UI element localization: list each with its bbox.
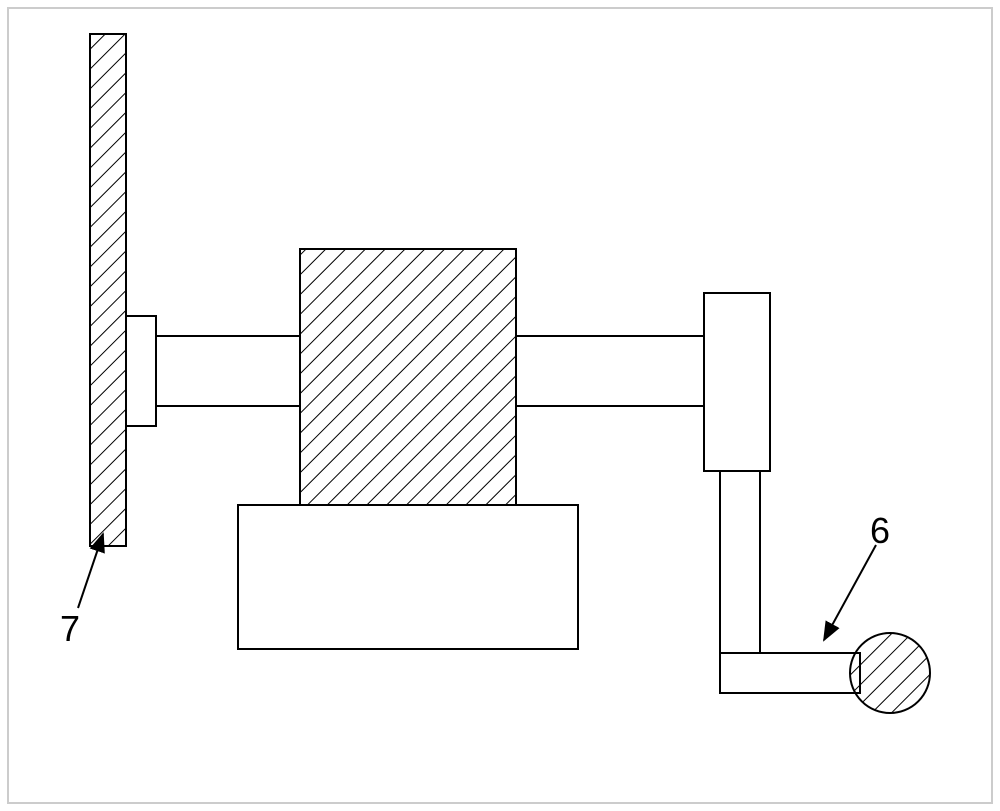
vertical-plate <box>90 34 126 546</box>
left-shaft <box>156 336 300 406</box>
right-shaft <box>516 336 704 406</box>
crank-joint-fill <box>722 655 758 691</box>
base-block <box>238 505 578 649</box>
right-connector <box>704 293 770 471</box>
small-connector <box>126 316 156 426</box>
label-7: 7 <box>60 608 80 650</box>
technical-diagram: 7 6 <box>0 0 1000 811</box>
motor-block <box>300 249 516 505</box>
diagram-svg <box>0 0 1000 811</box>
label-6: 6 <box>870 510 890 552</box>
crank-ball <box>850 633 930 713</box>
leader-line-6 <box>824 545 876 640</box>
